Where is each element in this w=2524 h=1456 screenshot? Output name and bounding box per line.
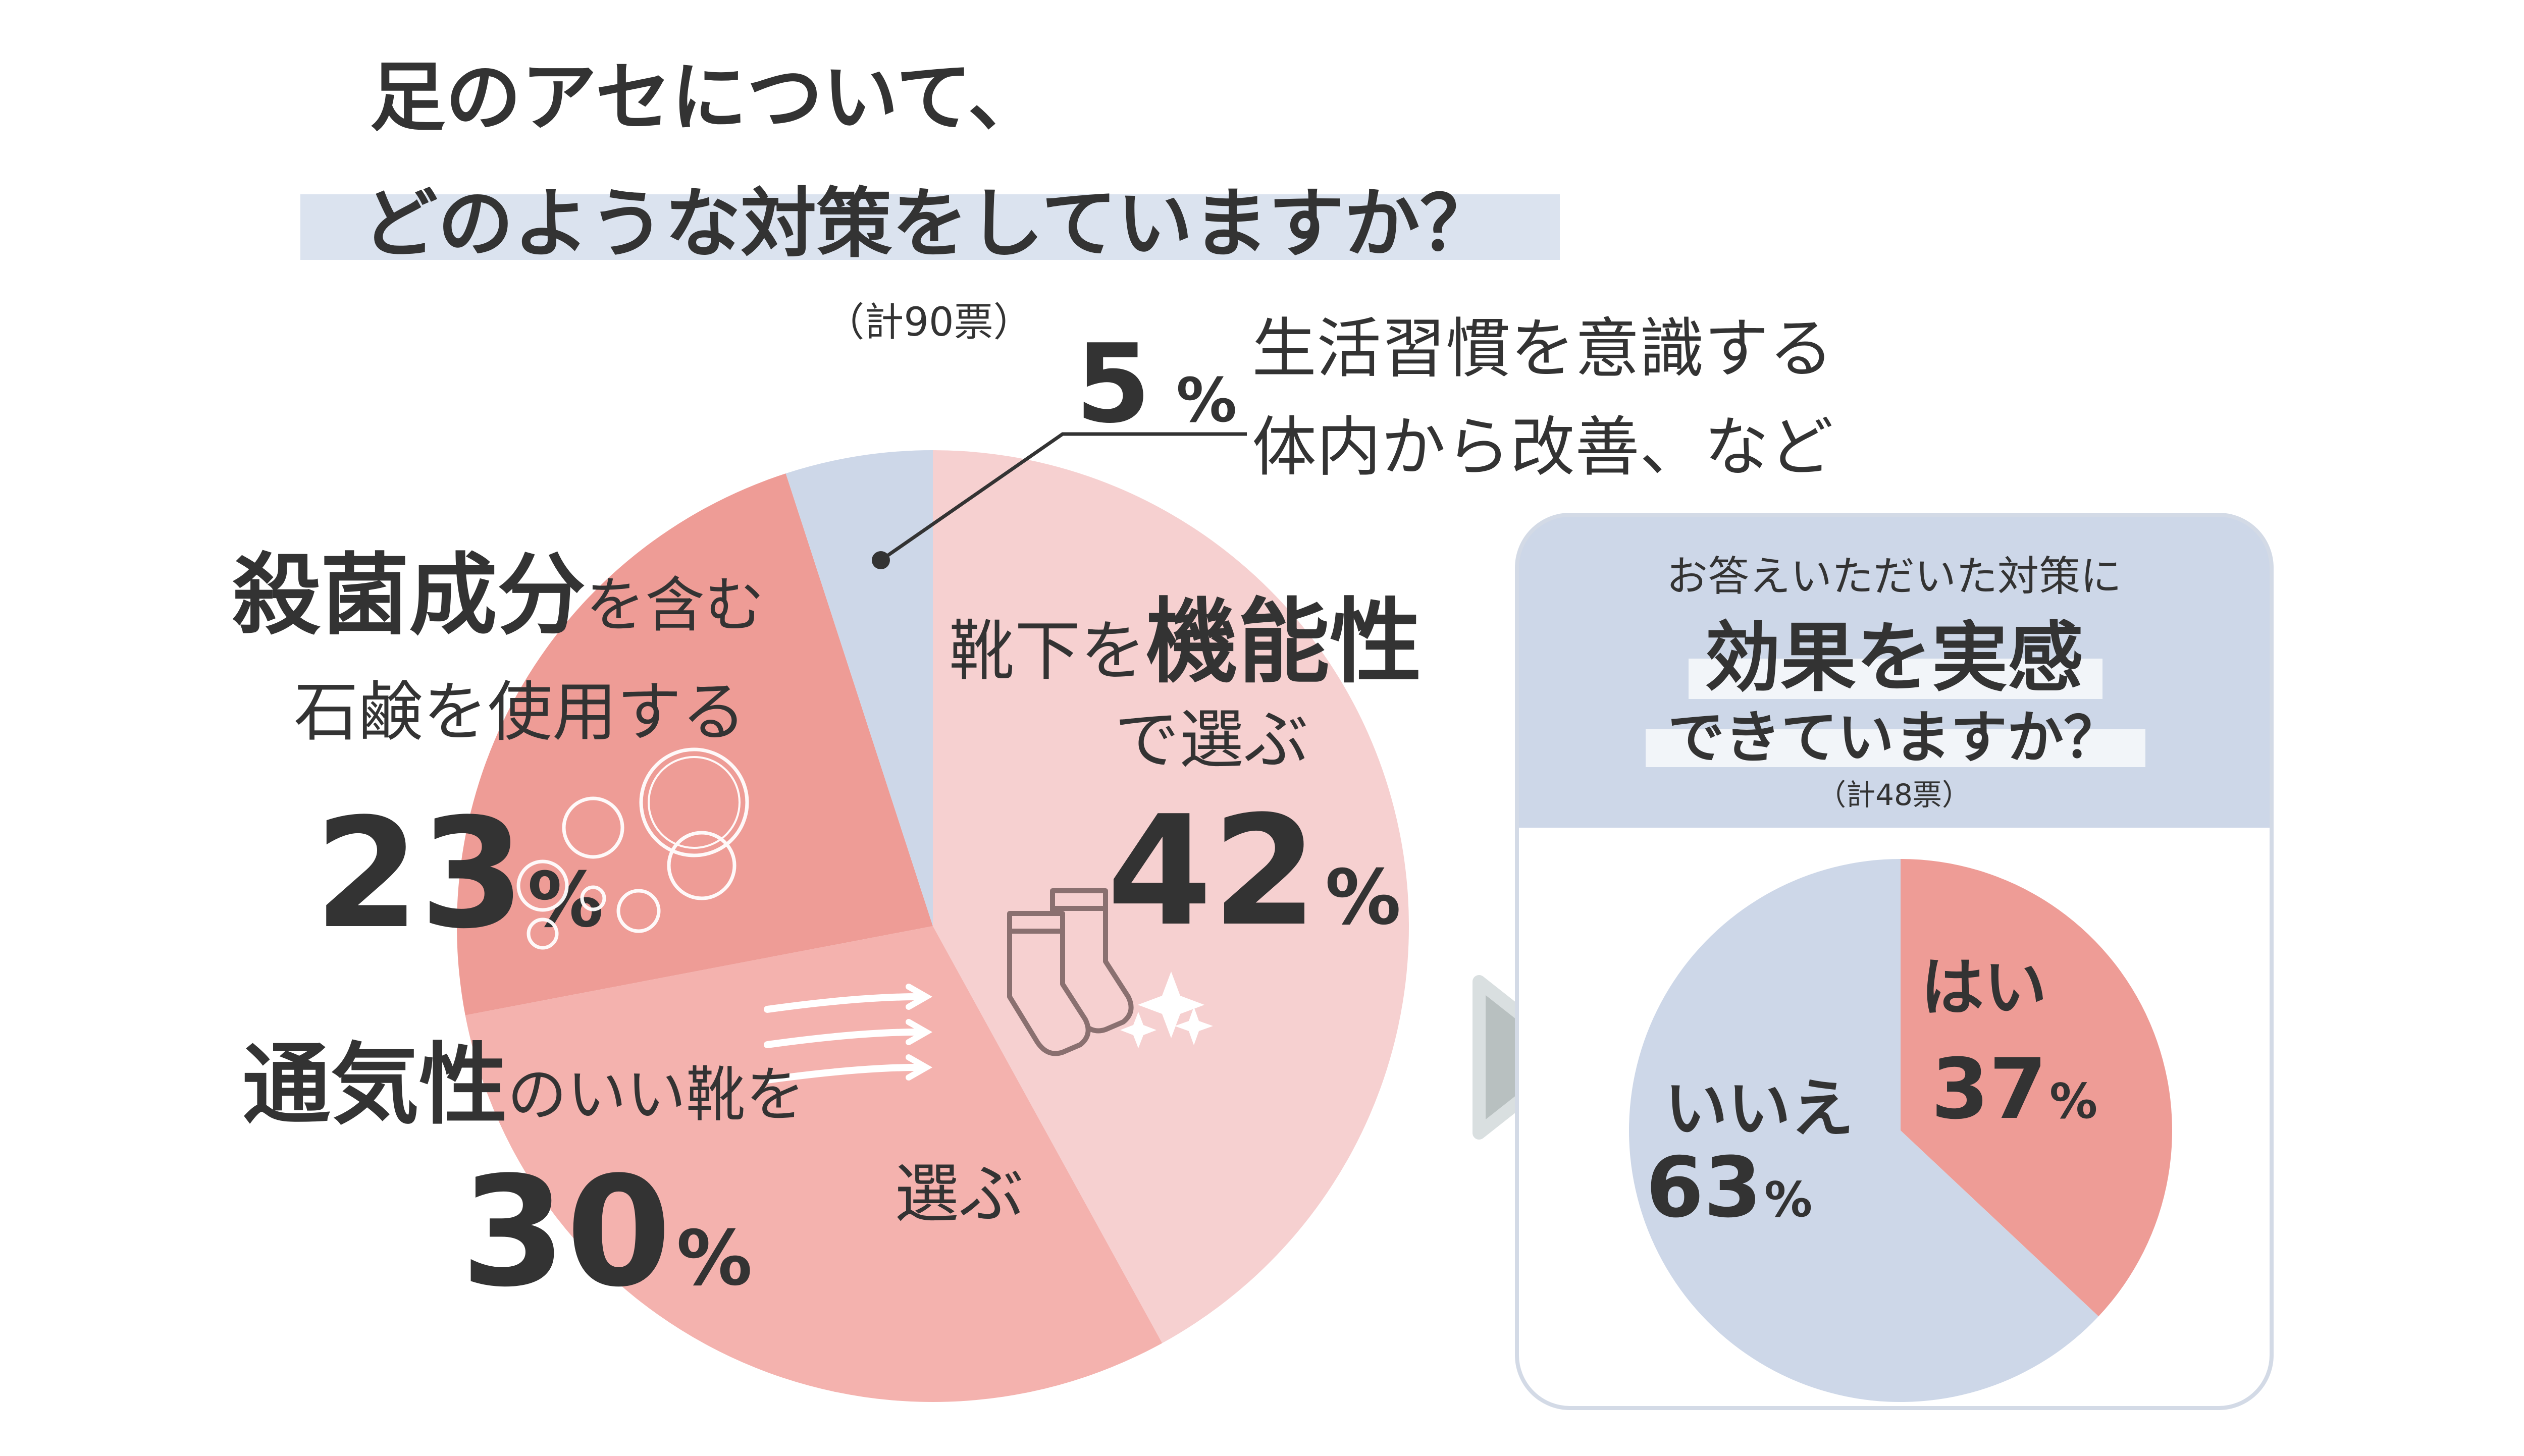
no-label: いいえ <box>1665 1072 1854 1146</box>
socks-label-line1: 靴下を機能性 <box>949 588 1422 695</box>
other-slice-label: 5 % 生活習慣を意識する 体内から改善、など <box>1075 311 1833 485</box>
effect-panel: お答えいただいた対策に 効果を実感 できていますか？ （計48票） はい 37 … <box>1515 513 2274 1410</box>
socks-label-emph: 機能性 <box>1146 588 1422 695</box>
soap-label-line2: 石鹸を使用する <box>294 675 746 750</box>
soap-label-line1: 殺菌成分を含む <box>232 545 764 647</box>
other-label-line2: 体内から改善、など <box>1252 410 1833 485</box>
socks-label-main: 靴下を <box>949 613 1146 689</box>
pie-slice-yes <box>1901 859 2172 1317</box>
shoes-unit: % <box>676 1215 752 1303</box>
pie-slice-no <box>1629 859 2099 1402</box>
panel-title-line2: 効果を実感 <box>1705 614 2083 702</box>
panel-border <box>1515 513 2274 1410</box>
yes-unit: % <box>2049 1074 2097 1129</box>
socks-slice-label: 靴下を機能性 で選ぶ 42 % <box>949 588 1422 959</box>
socks-label-line2: で選ぶ <box>1115 703 1308 778</box>
main-total-label: （計90票） <box>825 300 1032 345</box>
wind-icon <box>764 984 933 1084</box>
shoes-label-main: のいい靴を <box>507 1060 805 1129</box>
panel-total-label: （計48票） <box>1817 778 1971 812</box>
yes-value: 37 <box>1931 1041 2047 1138</box>
no-value: 63 <box>1646 1139 1762 1236</box>
other-label-line1: 生活習慣を意識する <box>1252 311 1833 387</box>
soap-value: 23 <box>314 786 525 962</box>
pie-slice-soap <box>457 473 933 1015</box>
shoes-label-emph: 通気性 <box>242 1034 507 1137</box>
bubbles-icon <box>516 747 749 950</box>
soap-unit: % <box>528 856 603 944</box>
main-pie <box>457 450 1409 1402</box>
panel-title-highlight-1 <box>1689 659 2102 699</box>
panel-title-highlight-2 <box>1646 729 2145 767</box>
sparkle-icon <box>1120 972 1213 1048</box>
effect-pie <box>1629 859 2172 1402</box>
pie-slice-shoes <box>465 926 1163 1402</box>
socks-value: 42 <box>1107 783 1318 959</box>
title-highlight <box>300 194 1560 260</box>
soap-slice-label: 殺菌成分を含む 石鹸を使用する 23 % <box>232 545 764 962</box>
panel-title-line1: お答えいただいた対策に <box>1666 553 2122 601</box>
shoes-label-line1: 通気性のいい靴を <box>242 1034 805 1137</box>
pie-slice-other <box>785 450 933 926</box>
no-unit: % <box>1764 1172 1812 1228</box>
yes-label: はい <box>1921 951 2047 1024</box>
soap-label-emph: 殺菌成分 <box>232 545 586 647</box>
other-value: 5 <box>1075 320 1151 447</box>
soap-label-main: を含む <box>586 570 764 640</box>
socks-unit: % <box>1325 854 1401 942</box>
panel-title-line3: できていますか？ <box>1668 705 2120 771</box>
other-leader <box>872 432 1247 569</box>
socks-icon <box>1007 888 1134 1056</box>
other-unit: % <box>1176 366 1237 436</box>
shoes-label-line2: 選ぶ <box>895 1157 1024 1232</box>
main-title-line2: どのような対策をしていますか？ <box>362 180 1496 268</box>
shoes-value: 30 <box>461 1144 671 1320</box>
shoes-slice-label: 通気性のいい靴を 選ぶ 30 % <box>242 1034 1024 1320</box>
pie-slice-socks <box>933 450 1409 1343</box>
main-title-line1: 足のアセについて、 <box>370 54 1043 142</box>
